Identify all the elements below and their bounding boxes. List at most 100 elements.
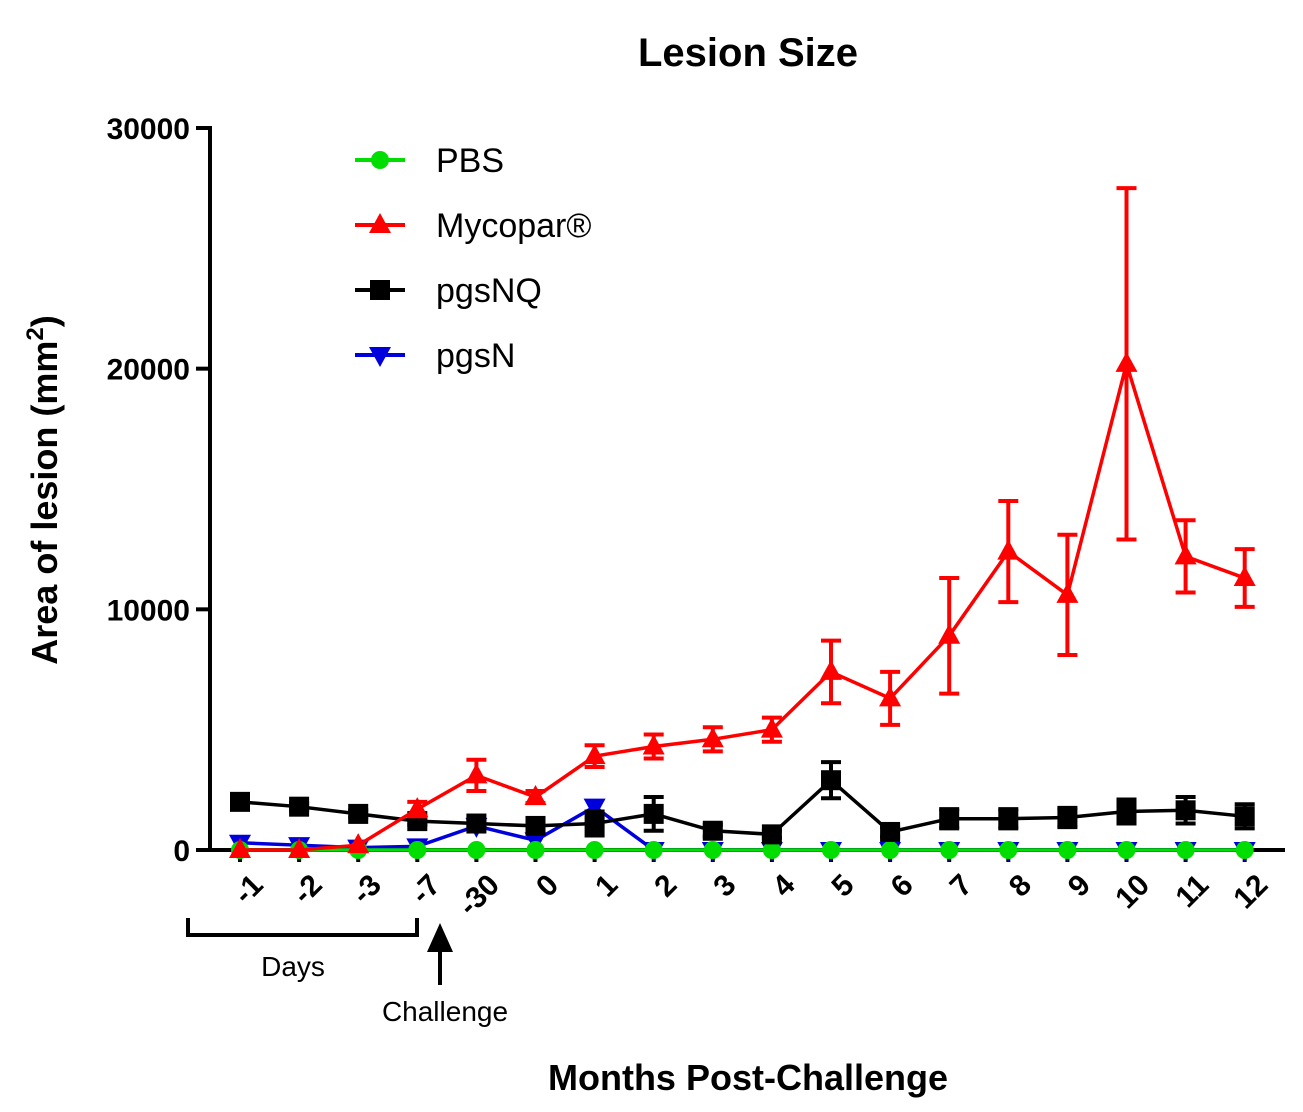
data-point [584,813,605,834]
data-point [1117,841,1136,859]
x-tick-label: 3 [707,868,742,903]
x-tick-label: 11 [1169,868,1215,914]
data-point [821,770,841,791]
legend-label: pgsN [436,337,515,375]
data-point [347,833,370,854]
x-axis-title: Months Post-Challenge [548,1057,948,1098]
days-label: Days [261,951,325,982]
data-point [1115,351,1138,372]
challenge-label: Challenge [382,996,508,1027]
data-point [525,815,546,836]
x-tick-label: 5 [826,868,861,903]
data-point [526,841,545,859]
x-tick-label: 10 [1109,868,1156,915]
data-point [1174,544,1197,565]
data-point [230,791,250,812]
series-2 [230,760,1255,845]
data-point [644,841,663,859]
data-point [822,841,840,859]
legend-marker [371,151,389,169]
data-point [585,841,604,859]
data-point [880,821,901,842]
axes [208,126,1285,852]
legend-label: PBS [436,142,504,180]
data-point [1176,841,1195,859]
data-point [1234,806,1255,827]
legend-label: pgsNQ [436,272,542,310]
legend-item: pgsN [355,337,515,375]
data-point [1116,801,1137,822]
legend-label: Mycopar® [436,207,591,245]
y-tick-label: 30000 [107,113,190,146]
data-point [467,841,486,859]
data-point [642,734,665,755]
x-tick-label: -7 [405,868,447,910]
challenge-arrow [427,923,453,985]
y-tick-label: 0 [173,835,190,868]
data-point [881,841,900,859]
data-point [288,838,311,858]
x-tick-label: -1 [227,868,269,910]
y-axis-title: Area of lesion (mm2) [22,315,65,664]
data-point [348,803,369,824]
data-point [289,796,310,817]
days-bracket [186,918,419,937]
x-tick-label: 7 [944,868,979,903]
x-tick-label: 12 [1227,868,1274,915]
series-0 [231,841,1254,859]
x-tick-label: 0 [530,868,565,903]
data-point [524,785,547,806]
x-tick-label: 9 [1062,868,1097,903]
x-tick-label: 6 [885,868,920,903]
data-point [408,841,427,859]
data-point [1233,566,1256,587]
series-line [240,357,1246,852]
data-point [703,841,722,859]
y-axis-ticks: 0 10000 20000 30000 [107,113,210,868]
x-tick-label: -2 [287,868,329,910]
legend-marker [370,280,390,300]
y-tick-label: 10000 [107,594,190,627]
data-point [1056,582,1079,603]
data-point [999,841,1018,859]
data-point [1235,841,1254,859]
data-point [879,686,902,707]
data-point [1175,800,1196,821]
data-point [760,717,783,738]
legend-item: pgsNQ [355,272,542,310]
legend-marker [369,347,391,367]
data-point [406,797,429,818]
y-tick-label: 20000 [107,354,190,387]
data-point [702,820,723,841]
data-point [938,623,961,644]
x-tick-label: 1 [589,868,624,903]
data-point [583,798,606,819]
series-layer [229,186,1256,862]
x-axis-ticks: -1 -2 -3 -7 -30 0 1 2 3 4 5 6 7 8 9 10 11 12 [227,850,1274,922]
legend-marker [369,213,391,233]
legend-item: Mycopar® [355,207,591,245]
data-point [583,744,606,765]
x-tick-label: -30 [452,868,506,922]
chart-title: Lesion Size [638,31,858,75]
x-tick-label: 8 [1003,868,1038,903]
data-point [701,727,724,748]
data-point [998,808,1019,829]
data-point [465,763,488,784]
x-tick-label: 4 [766,868,801,903]
data-point [1057,807,1078,828]
data-point [820,659,842,680]
data-point [939,808,960,829]
data-point [761,824,782,845]
data-point [466,813,487,834]
series-1 [229,186,1256,858]
legend-item: PBS [355,142,504,180]
data-point [997,539,1020,560]
data-point [643,803,664,824]
data-point [229,838,251,858]
data-point [940,841,959,859]
data-point [762,841,781,859]
x-tick-label: -3 [346,868,388,910]
x-tick-label: 2 [648,868,683,903]
